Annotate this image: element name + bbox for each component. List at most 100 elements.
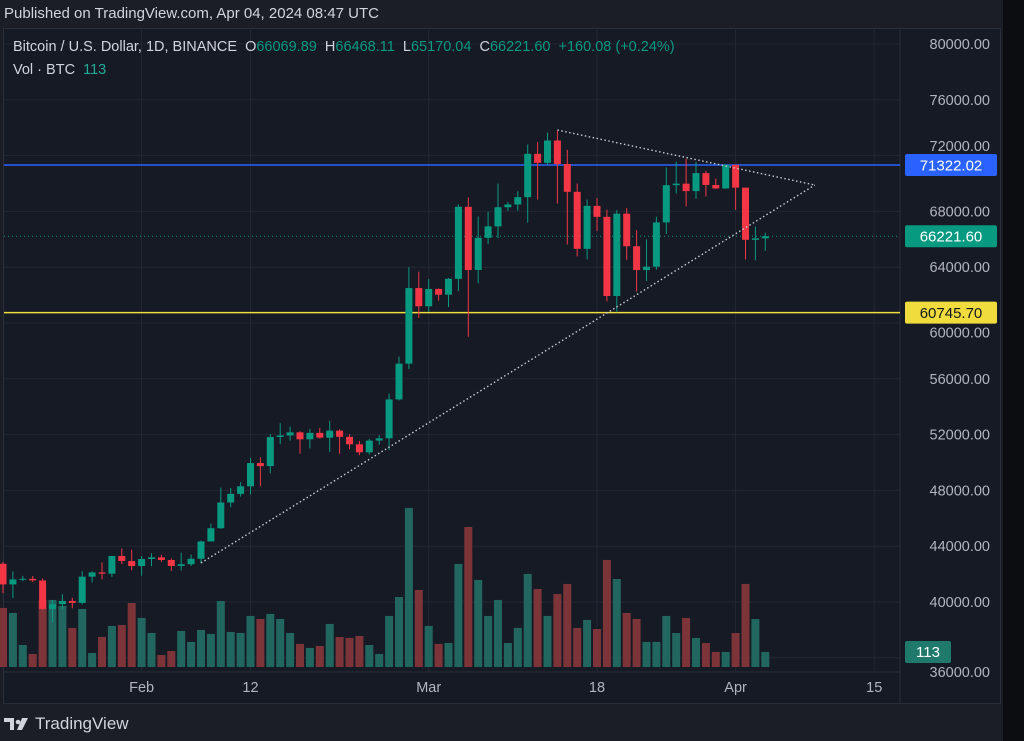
- price-tick-label: 36000.00: [930, 665, 990, 681]
- candle-body: [405, 288, 413, 364]
- candle-body: [138, 559, 146, 567]
- candle-body: [553, 140, 561, 165]
- candle-body: [326, 430, 334, 438]
- price-axis[interactable]: 80000.00 76000.00 72000.00 68000.00 64000.00…: [930, 37, 990, 681]
- volume-bar: [365, 645, 374, 667]
- chart-pane[interactable]: [3, 28, 1001, 704]
- brand-name: TradingView: [35, 714, 129, 733]
- volume-bar: [197, 629, 205, 667]
- price-tick-label: 44000.00: [930, 539, 990, 555]
- candle-body: [504, 204, 512, 208]
- volume-bar: [385, 615, 394, 667]
- symbol-title[interactable]: Bitcoin / U.S. Dollar, 1D, BINANCE: [13, 39, 238, 55]
- candle-body: [633, 246, 641, 271]
- volume-bar: [563, 583, 572, 667]
- volume-bar: [523, 573, 532, 667]
- high-label: H: [324, 39, 336, 55]
- candle-body: [29, 578, 37, 581]
- candle-body: [118, 555, 126, 561]
- candle-body: [9, 579, 17, 585]
- open-label: O: [245, 39, 257, 55]
- volume-bar: [18, 645, 27, 667]
- last-price-label: 66221.60: [920, 229, 983, 246]
- price-tick-label: 52000.00: [930, 428, 990, 444]
- candle-body: [484, 226, 492, 238]
- candle-body: [662, 185, 670, 223]
- volume-bar: [335, 637, 344, 667]
- volume-bar: [38, 599, 47, 667]
- last-price-badge: [905, 225, 997, 248]
- candle-body: [286, 432, 294, 436]
- volume-bar: [662, 615, 671, 667]
- price-tick-label: 80000.00: [930, 37, 990, 53]
- trendline[interactable]: [200, 184, 816, 564]
- price-tick-label: 76000.00: [930, 93, 990, 109]
- volume-bar: [761, 651, 770, 667]
- candle-body: [534, 153, 542, 163]
- price-line-label: 60745.70: [920, 305, 983, 322]
- last-volume-badge: [905, 641, 951, 663]
- candle-body: [375, 438, 383, 441]
- volume-bar: [543, 615, 552, 667]
- candle-body: [276, 435, 284, 438]
- candle-body: [355, 444, 363, 453]
- candle-body: [761, 236, 769, 239]
- close-label: C: [479, 39, 490, 55]
- volume-bar: [167, 651, 176, 667]
- volume-bar: [682, 617, 691, 667]
- last-volume-label: 113: [916, 644, 940, 661]
- volume-bar: [117, 625, 126, 667]
- volume-bar: [434, 643, 443, 667]
- volume-value: 113: [83, 62, 107, 78]
- volume-bar: [147, 633, 156, 667]
- candle-body: [652, 222, 660, 267]
- candle-body: [187, 558, 195, 565]
- volume-bar: [612, 579, 621, 667]
- candle-body: [68, 600, 76, 603]
- volume-bar: [573, 627, 582, 667]
- time-axis[interactable]: Feb 12 Mar 18 Apr 15: [129, 680, 882, 696]
- volume-bar: [444, 643, 453, 667]
- volume-bar: [266, 613, 275, 667]
- candle-body: [316, 432, 324, 438]
- candle-body: [623, 213, 631, 247]
- candle-body: [692, 173, 700, 192]
- candle-body: [167, 559, 175, 566]
- volume-bar: [305, 647, 314, 667]
- candle-body: [217, 502, 225, 529]
- candle-body: [247, 463, 254, 487]
- price-tick-label: 48000.00: [930, 483, 990, 499]
- volume-bar: [711, 651, 720, 667]
- volume-bar: [296, 643, 304, 667]
- candle-body: [524, 153, 532, 198]
- volume-bars: [0, 507, 770, 667]
- candle-body: [425, 288, 433, 307]
- candle-body: [672, 183, 680, 186]
- candle-body: [197, 541, 205, 559]
- volume-bar: [652, 641, 661, 667]
- volume-bar: [78, 609, 87, 667]
- volume-bar: [593, 629, 601, 667]
- volume-bar: [721, 651, 730, 667]
- ohlc-legend: Bitcoin / U.S. Dollar, 1D, BINANCE O6606…: [13, 39, 675, 55]
- candle-body: [256, 463, 264, 467]
- time-tick-label: Apr: [724, 680, 747, 696]
- volume-bar: [424, 625, 433, 667]
- publish-bar: Published on TradingView.com, Apr 04, 20…: [0, 0, 1024, 28]
- volume-bar: [107, 625, 116, 667]
- candle-body: [19, 578, 27, 580]
- tradingview-brand[interactable]: TradingView: [4, 714, 129, 734]
- volume-bar: [315, 645, 324, 667]
- volume-bar: [583, 619, 592, 667]
- candle-body: [58, 600, 66, 605]
- candle-body: [732, 164, 740, 188]
- candle-body: [266, 437, 274, 467]
- change-value: +160.08 (+0.24%): [558, 39, 675, 55]
- volume-bar: [286, 633, 295, 667]
- price-lines: [4, 164, 900, 314]
- candle-body: [49, 604, 56, 609]
- volume-bar: [236, 633, 245, 667]
- volume-label[interactable]: Vol · BTC: [13, 62, 76, 78]
- candle-body: [464, 206, 472, 270]
